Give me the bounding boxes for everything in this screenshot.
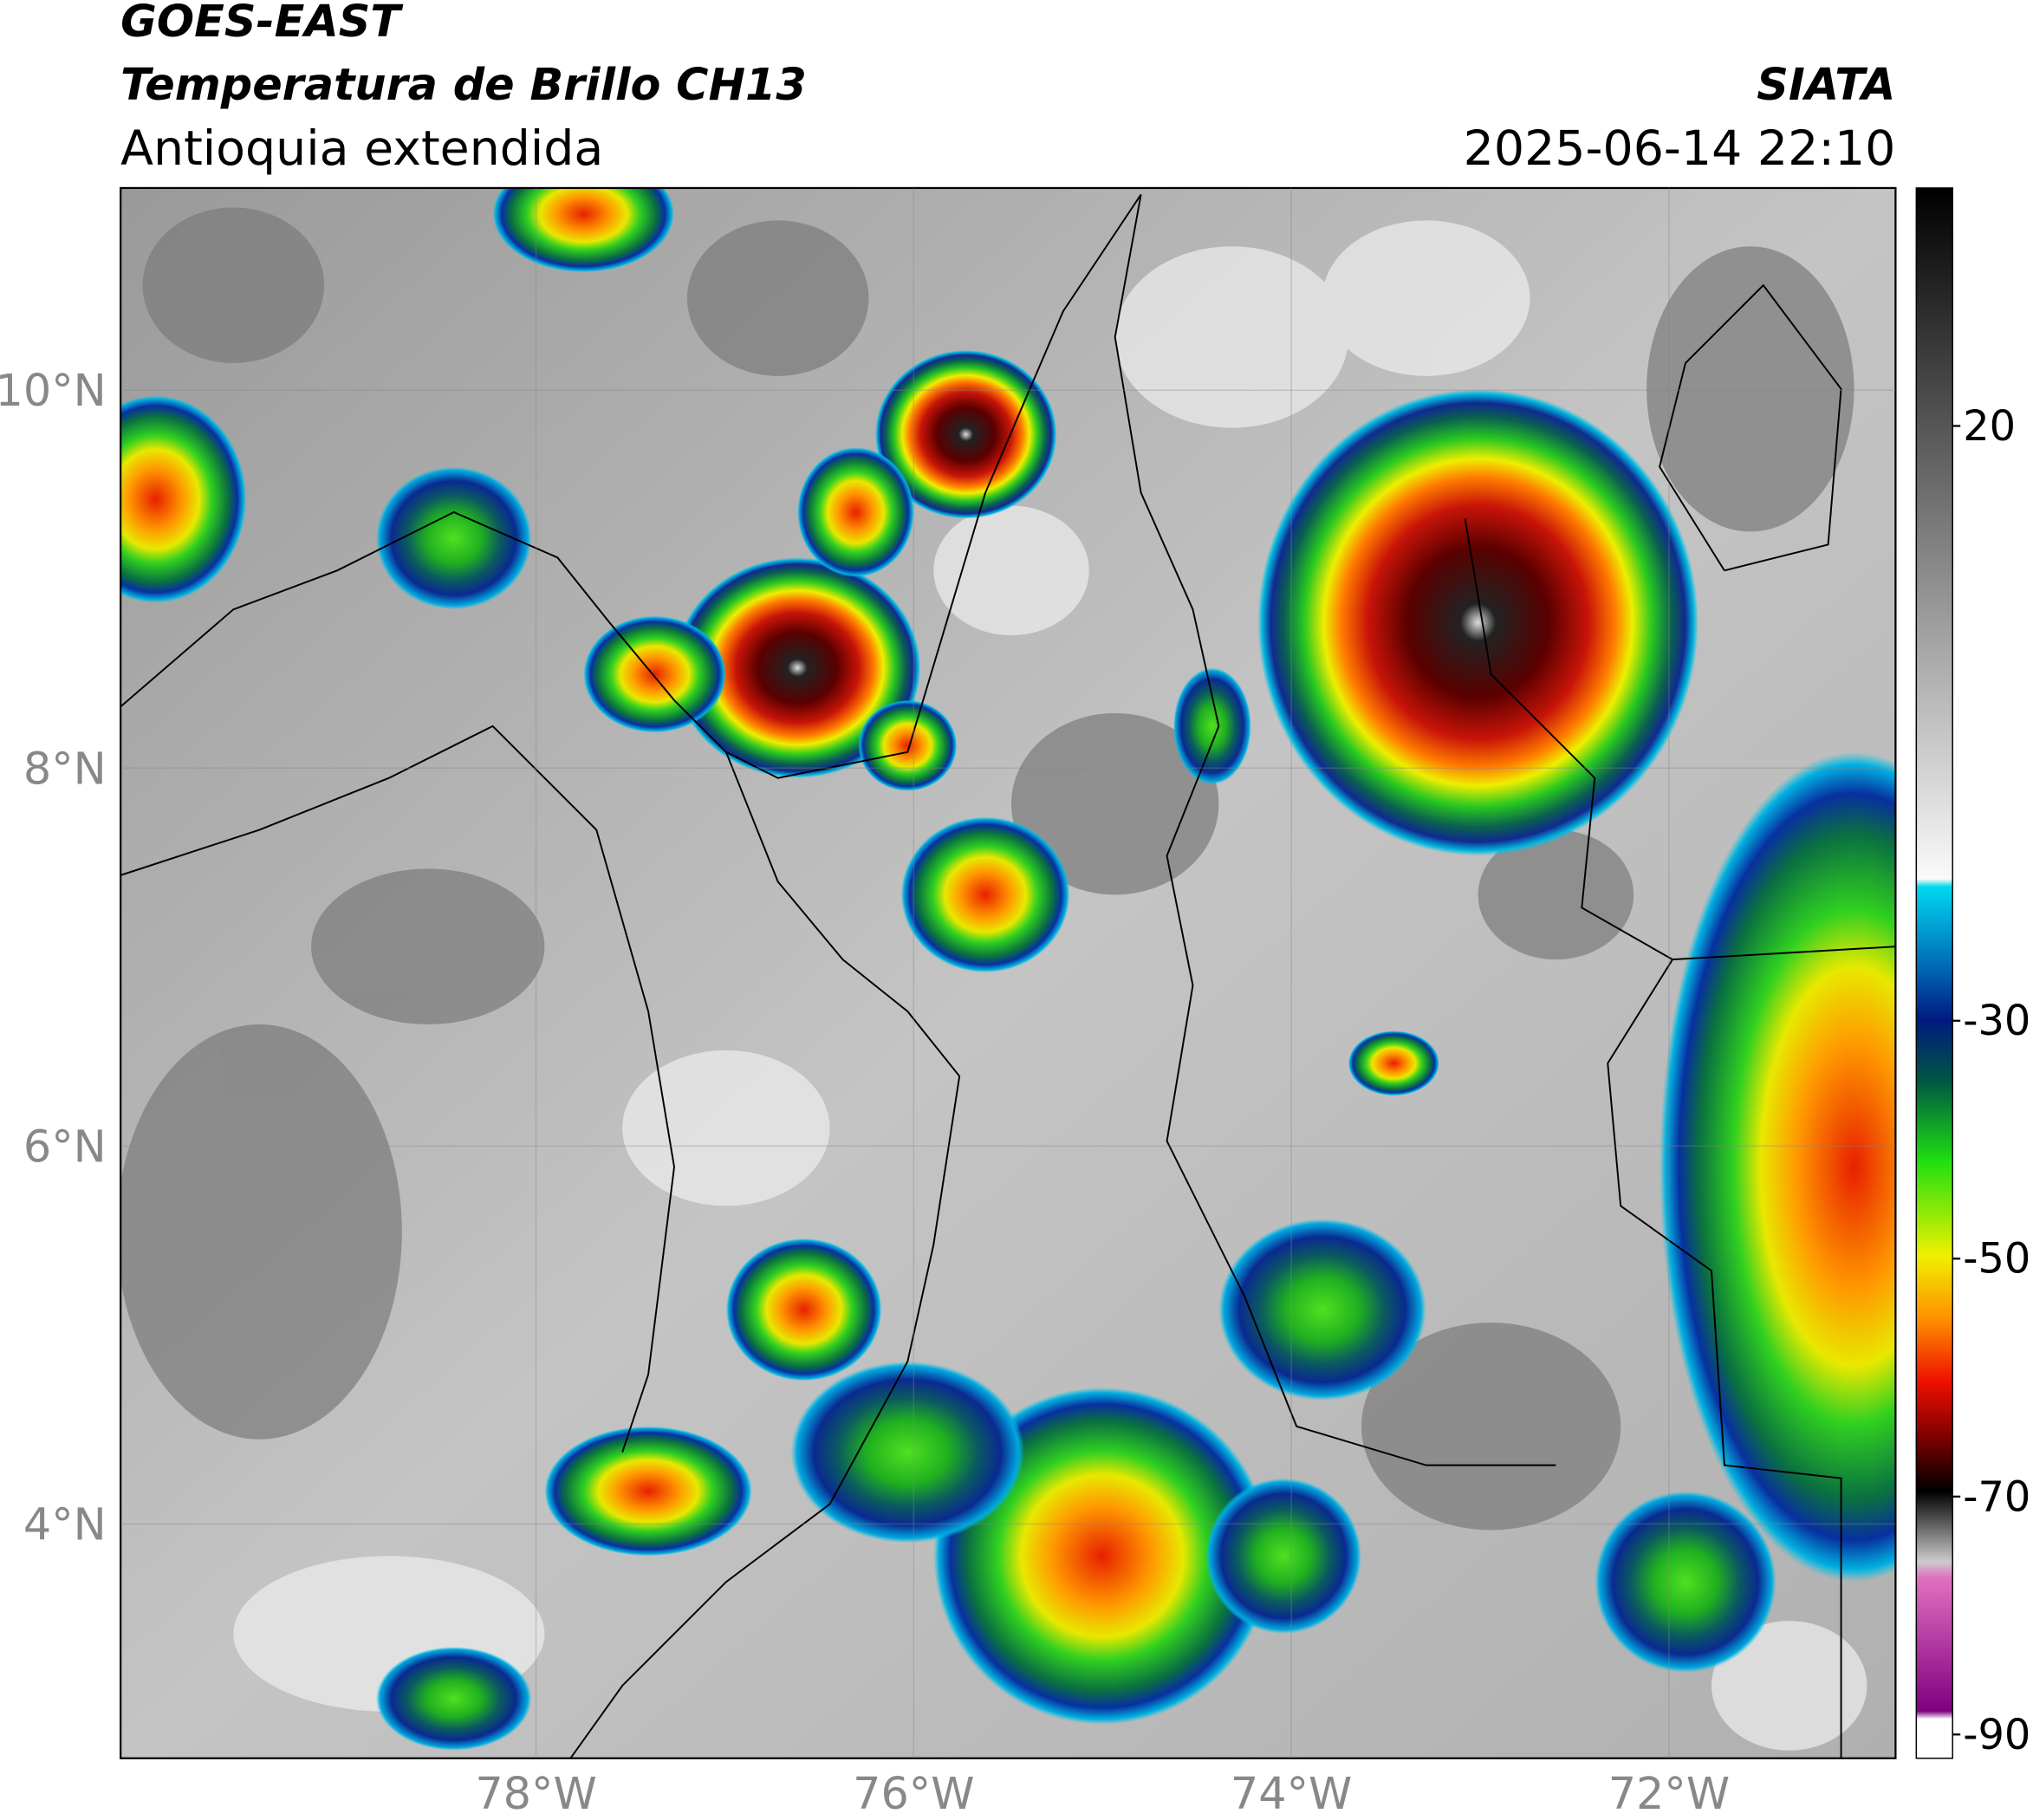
map-frame	[120, 186, 1897, 1759]
lon-label: 74°W	[1231, 1768, 1352, 1819]
colorbar-label: -50	[1963, 1236, 2030, 1284]
lat-label: 6°N	[23, 1121, 107, 1172]
source: SIATA	[1757, 59, 1895, 110]
lon-label: 72°W	[1608, 1768, 1730, 1819]
colorbar-label: -90	[1963, 1712, 2030, 1759]
map-image	[120, 187, 1896, 1758]
colorbar-label: 20	[1963, 403, 2016, 451]
colorbar-label: -70	[1963, 1473, 2030, 1521]
lon-label: 76°W	[853, 1768, 974, 1819]
region: Antioquia extendida	[120, 121, 603, 177]
graticule	[120, 187, 1896, 1758]
lon-label: 78°W	[475, 1768, 596, 1819]
lat-label: 4°N	[23, 1498, 107, 1550]
lat-label: 10°N	[0, 365, 107, 416]
product: Temperatura de Brillo CH13	[120, 59, 807, 110]
ticks: 78°W 76°W 74°W 72°W 10°N 8°N 6°N 4°N 20 -30 -50 -70…	[0, 365, 2030, 1819]
lat-label: 8°N	[23, 743, 107, 794]
colorbar	[1915, 187, 1953, 1759]
colorbar-label: -30	[1963, 998, 2030, 1045]
satellite: GOES-EAST	[120, 0, 404, 47]
datetime: 2025-06-14 22:10	[1464, 121, 1896, 177]
